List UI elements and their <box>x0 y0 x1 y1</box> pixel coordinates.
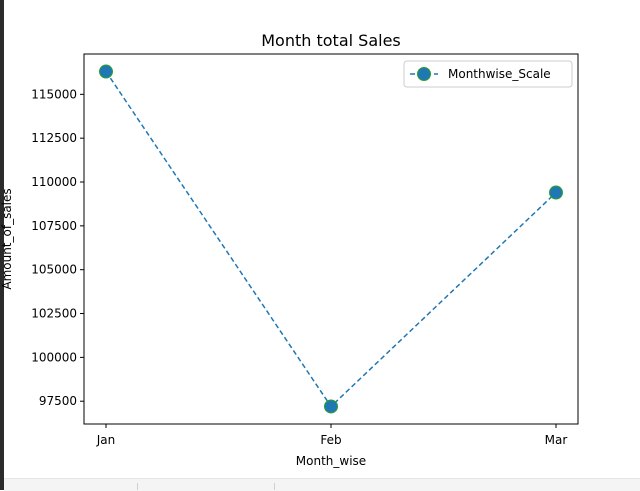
window-left-edge <box>0 0 4 490</box>
chart-title: Month total Sales <box>261 31 401 50</box>
legend-marker <box>417 67 431 81</box>
strip-divider <box>274 483 275 490</box>
series-layer <box>99 64 563 414</box>
y-tick-label: 102500 <box>31 307 77 321</box>
x-tick-label: Feb <box>320 433 341 447</box>
y-axis: 97500 100000 102500 105000 107500 110000 11250… <box>31 87 84 408</box>
y-tick-label: 112500 <box>31 131 77 145</box>
legend: Monthwise_Scale <box>403 60 573 88</box>
y-tick-label: 97500 <box>39 394 77 408</box>
legend-label: Monthwise_Scale <box>448 67 551 81</box>
x-axis: Jan Feb Mar <box>96 424 568 447</box>
strip-divider <box>137 483 138 490</box>
legend-box <box>403 60 573 88</box>
y-tick-label: 105000 <box>31 263 77 277</box>
bottom-strip <box>4 478 640 491</box>
x-axis-label: Month_wise <box>296 454 366 468</box>
x-tick-label: Mar <box>545 433 568 447</box>
plot-area <box>83 53 579 425</box>
y-tick-label: 115000 <box>31 87 77 101</box>
y-tick-label: 107500 <box>31 219 77 233</box>
y-tick-label: 110000 <box>31 175 77 189</box>
line-chart: Month total Sales 97500 100000 102500 10500… <box>0 31 579 468</box>
data-point <box>99 64 113 79</box>
data-point <box>324 399 338 414</box>
y-tick-label: 100000 <box>31 350 77 364</box>
y-axis-label: Amount_of_sales <box>0 188 14 289</box>
data-point <box>549 185 563 200</box>
x-tick-label: Jan <box>96 433 116 447</box>
